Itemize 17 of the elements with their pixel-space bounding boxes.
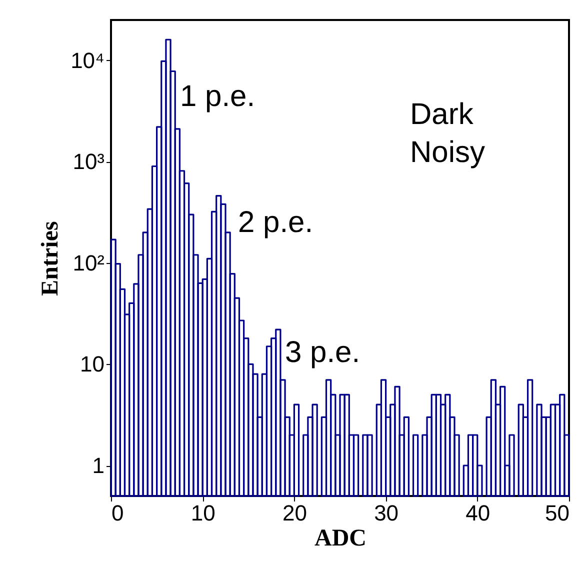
y-tick-label: 10³ — [72, 149, 104, 174]
x-tick-label: 30 — [374, 500, 399, 526]
annotation: 1 p.e. — [180, 80, 256, 113]
x-tick-label: 50 — [545, 500, 570, 526]
y-tick-label: 10⁴ — [70, 48, 104, 73]
y-axis-title: Entries — [38, 221, 64, 296]
x-tick-label: 10 — [190, 500, 216, 526]
y-tick-label: 10² — [72, 250, 104, 276]
x-tick-label: 20 — [282, 500, 307, 526]
x-tick-label: 40 — [466, 500, 490, 526]
annotation: 3 p.e. — [285, 336, 360, 369]
x-axis-title: ADC — [314, 526, 366, 552]
annotation: 2 p.e. — [238, 206, 314, 239]
y-tick-label: 1 — [92, 453, 104, 478]
y-tick-label: 10 — [80, 352, 104, 377]
annotation: Dark Noisy — [410, 98, 486, 169]
x-tick-label: 0 — [112, 500, 124, 526]
